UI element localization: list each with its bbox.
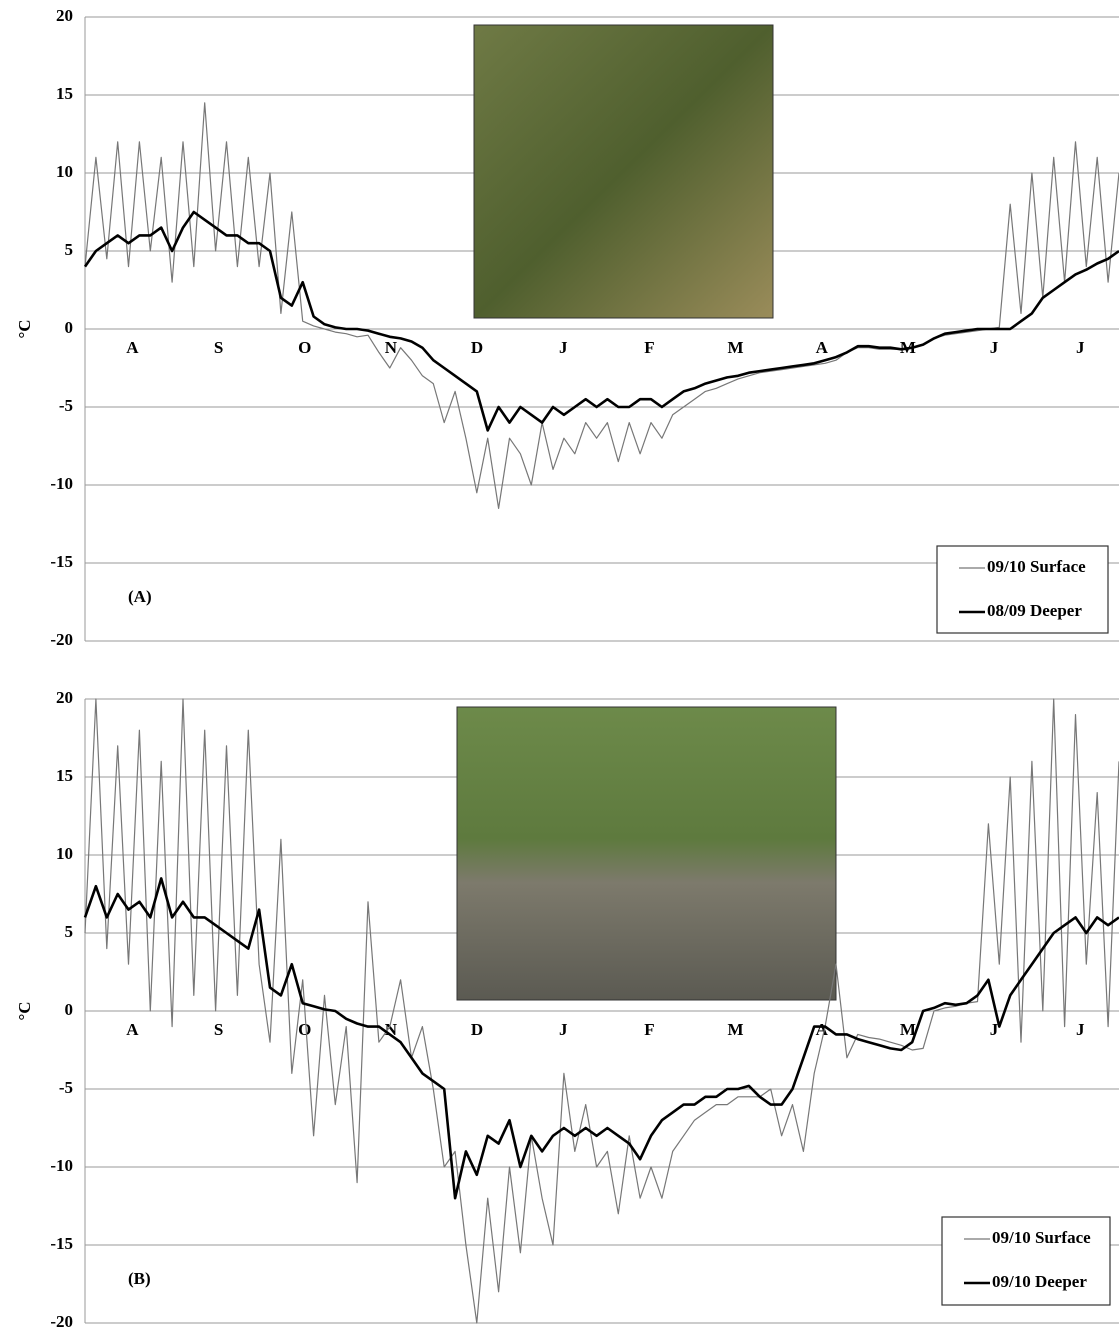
y-tick-label: -5 bbox=[59, 396, 73, 415]
x-tick-label: M bbox=[728, 338, 744, 357]
legend-label: 09/10 Deeper bbox=[992, 1272, 1087, 1291]
x-tick-label: J bbox=[559, 338, 568, 357]
y-axis-title: °C bbox=[15, 1001, 34, 1020]
y-tick-label: -10 bbox=[50, 474, 73, 493]
y-tick-label: 0 bbox=[65, 1000, 74, 1019]
x-tick-label: J bbox=[990, 338, 999, 357]
x-tick-label: A bbox=[126, 338, 139, 357]
x-tick-label: O bbox=[298, 1020, 311, 1039]
legend-label: 09/10 Surface bbox=[987, 557, 1086, 576]
x-tick-label: F bbox=[644, 338, 654, 357]
x-tick-label: N bbox=[385, 338, 398, 357]
y-tick-label: -15 bbox=[50, 1234, 73, 1253]
x-tick-label: A bbox=[816, 1020, 829, 1039]
y-tick-label: -5 bbox=[59, 1078, 73, 1097]
x-tick-label: J bbox=[1076, 338, 1085, 357]
x-tick-label: J bbox=[559, 1020, 568, 1039]
y-tick-label: 5 bbox=[65, 922, 74, 941]
x-tick-label: D bbox=[471, 338, 483, 357]
x-tick-label: S bbox=[214, 338, 223, 357]
legend-label: 08/09 Deeper bbox=[987, 601, 1082, 620]
x-tick-label: A bbox=[816, 338, 829, 357]
y-tick-label: 20 bbox=[56, 688, 73, 707]
y-tick-label: 10 bbox=[56, 162, 73, 181]
y-tick-label: 15 bbox=[56, 766, 73, 785]
panel-label: (B) bbox=[128, 1269, 151, 1288]
x-tick-label: S bbox=[214, 1020, 223, 1039]
y-tick-label: 5 bbox=[65, 240, 74, 259]
x-tick-label: M bbox=[728, 1020, 744, 1039]
legend-label: 09/10 Surface bbox=[992, 1228, 1091, 1247]
x-tick-label: D bbox=[471, 1020, 483, 1039]
x-tick-label: A bbox=[126, 1020, 139, 1039]
x-tick-label: O bbox=[298, 338, 311, 357]
x-tick-label: F bbox=[644, 1020, 654, 1039]
y-tick-label: -20 bbox=[50, 1312, 73, 1331]
y-tick-label: -20 bbox=[50, 630, 73, 649]
photo-inset bbox=[474, 25, 773, 318]
y-tick-label: -15 bbox=[50, 552, 73, 571]
y-tick-label: 0 bbox=[65, 318, 74, 337]
panel-label: (A) bbox=[128, 587, 152, 606]
photo-inset bbox=[457, 707, 836, 1000]
y-tick-label: 20 bbox=[56, 6, 73, 25]
y-axis-title: °C bbox=[15, 319, 34, 338]
chart: -20 -15 -10 -5 0 5 10 15 20 °C A S O N D J F M A M J J (A) 09/1… bbox=[0, 0, 1119, 1332]
y-tick-label: 15 bbox=[56, 84, 73, 103]
y-tick-label: 10 bbox=[56, 844, 73, 863]
y-tick-label: -10 bbox=[50, 1156, 73, 1175]
x-tick-label: J bbox=[1076, 1020, 1085, 1039]
